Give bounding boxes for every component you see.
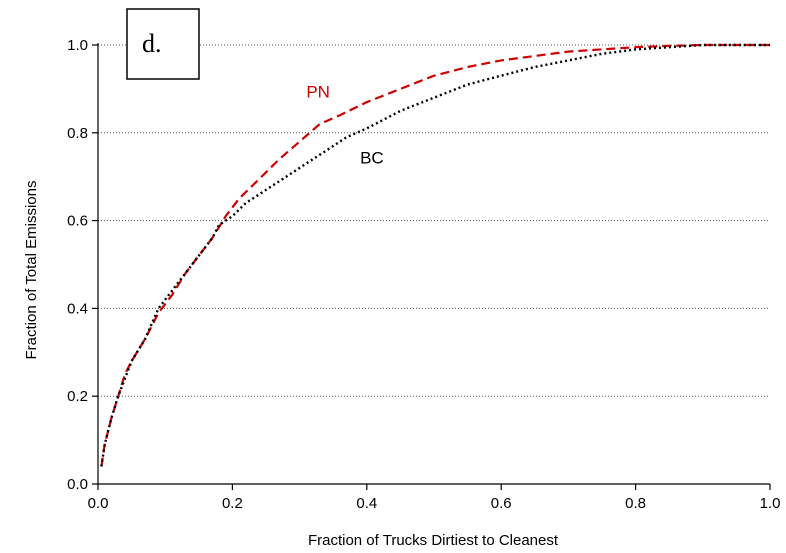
series-labels: PN BC — [306, 83, 383, 168]
series-line-pn — [100, 43, 770, 467]
panel-label: d. — [142, 29, 162, 58]
x-tick-label-1: 0.2 — [222, 495, 243, 512]
y-tick-label-1: 0.2 — [67, 388, 88, 405]
series-lines — [100, 43, 770, 467]
x-tick-label-3: 0.6 — [491, 495, 512, 512]
panel-label-frame — [126, 8, 200, 80]
x-tick-label-4: 0.8 — [625, 495, 646, 512]
y-tick-label-2: 0.4 — [67, 300, 88, 317]
series-label-pn: PN — [306, 83, 330, 102]
y-tick-label-5: 1.0 — [67, 37, 88, 54]
panel-label-box: d. — [126, 8, 200, 80]
y-tick-label-4: 0.8 — [67, 125, 88, 142]
gridlines — [98, 44, 770, 397]
y-tick-label-3: 0.6 — [67, 213, 88, 230]
x-tick-label-0: 0.0 — [88, 495, 109, 512]
y-tick-label-0: 0.0 — [67, 476, 88, 493]
x-tick-labels: 0.0 0.2 0.4 0.6 0.8 1.0 — [88, 495, 781, 512]
x-axis-title: Fraction of Trucks Dirtiest to Cleanest — [308, 532, 559, 549]
series-line-bc — [100, 43, 770, 467]
y-tick-labels: 0.0 0.2 0.4 0.6 0.8 1.0 — [67, 37, 88, 493]
y-axis-title: Fraction of Total Emissions — [23, 181, 40, 360]
x-tick-label-2: 0.4 — [356, 495, 377, 512]
series-label-bc: BC — [360, 149, 384, 168]
axes — [92, 43, 771, 490]
x-tick-label-5: 1.0 — [760, 495, 781, 512]
